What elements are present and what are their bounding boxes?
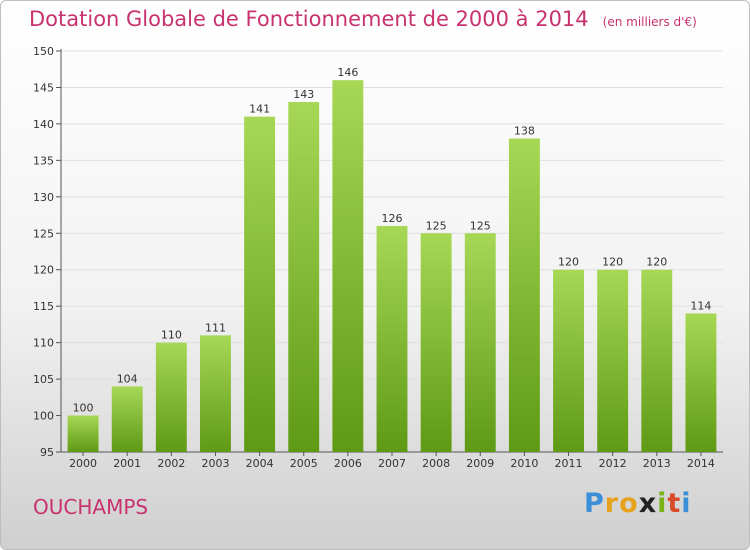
x-tick-label: 2002 (157, 457, 185, 470)
x-tick-label: 2011 (555, 457, 583, 470)
bar-value-label: 120 (558, 256, 579, 269)
bar-value-label: 125 (426, 219, 447, 232)
y-tick-label: 135 (33, 154, 54, 167)
bar-value-label: 100 (73, 402, 94, 415)
bar (553, 269, 584, 452)
logo-letter: i (681, 488, 692, 519)
y-tick-label: 115 (33, 300, 54, 313)
y-tick-label: 130 (33, 191, 54, 204)
logo-letter: x (638, 488, 658, 519)
bar-value-label: 104 (117, 372, 138, 385)
x-tick-label: 2004 (246, 457, 274, 470)
logo-letter: t (667, 488, 682, 519)
bar-value-label: 111 (205, 321, 226, 334)
x-tick-label: 2005 (290, 457, 318, 470)
bar (508, 138, 540, 452)
logo-letter: i (657, 488, 668, 519)
bar (420, 233, 452, 452)
x-tick-label: 2006 (334, 457, 362, 470)
x-tick-label: 2008 (422, 457, 450, 470)
bar (244, 116, 276, 453)
bar (200, 335, 231, 452)
bar (111, 386, 143, 452)
unit-note: (en milliers d'€) (602, 15, 697, 29)
y-tick-label: 145 (33, 81, 54, 94)
labels: 95 100 105 110 115 120 125 130 135 140 145 150 100 20… (33, 45, 715, 470)
bar-value-label: 120 (602, 256, 623, 269)
bar (376, 225, 408, 452)
x-tick-label: 2014 (687, 457, 715, 470)
chart-title: Dotation Globale de Fonctionnement de 20… (29, 7, 697, 31)
y-tick-label: 125 (33, 227, 54, 240)
bars (67, 80, 717, 453)
logo-letter: P (584, 488, 605, 519)
commune-name: OUCHAMPS (33, 495, 149, 519)
x-tick-label: 2013 (643, 457, 671, 470)
bar (155, 342, 187, 452)
bar-value-label: 120 (646, 256, 667, 269)
y-tick-label: 110 (33, 337, 54, 350)
bar (641, 269, 673, 452)
proxiti-logo: Proxiti (584, 488, 692, 519)
bar (67, 415, 99, 452)
x-tick-label: 2009 (466, 457, 494, 470)
bar (464, 233, 496, 452)
y-tick-label: 100 (33, 410, 54, 423)
bar-value-label: 110 (161, 329, 182, 342)
bar-value-label: 146 (337, 66, 358, 79)
bar-value-label: 126 (382, 212, 403, 225)
bar (685, 313, 717, 452)
x-tick-label: 2000 (69, 457, 97, 470)
bar-value-label: 141 (249, 103, 270, 116)
x-tick-label: 2012 (599, 457, 627, 470)
x-tick-label: 2010 (510, 457, 538, 470)
bar (597, 269, 629, 452)
logo-letter: r (604, 488, 620, 519)
x-tick-label: 2007 (378, 457, 406, 470)
bar-value-label: 138 (514, 124, 535, 137)
y-tick-label: 120 (33, 264, 54, 277)
y-tick-label: 105 (33, 373, 54, 386)
bar-value-label: 143 (293, 88, 314, 101)
bar-value-label: 114 (690, 299, 711, 312)
y-tick-label: 140 (33, 118, 54, 131)
y-tick-label: 150 (33, 45, 54, 58)
x-tick-label: 2001 (113, 457, 141, 470)
bar (288, 102, 320, 452)
logo-letter: o (619, 488, 639, 519)
x-tick-label: 2003 (201, 457, 229, 470)
title-text: Dotation Globale de Fonctionnement de 20… (29, 7, 589, 31)
bar-value-label: 125 (470, 219, 491, 232)
y-tick-label: 95 (40, 446, 54, 459)
bar (332, 80, 364, 452)
